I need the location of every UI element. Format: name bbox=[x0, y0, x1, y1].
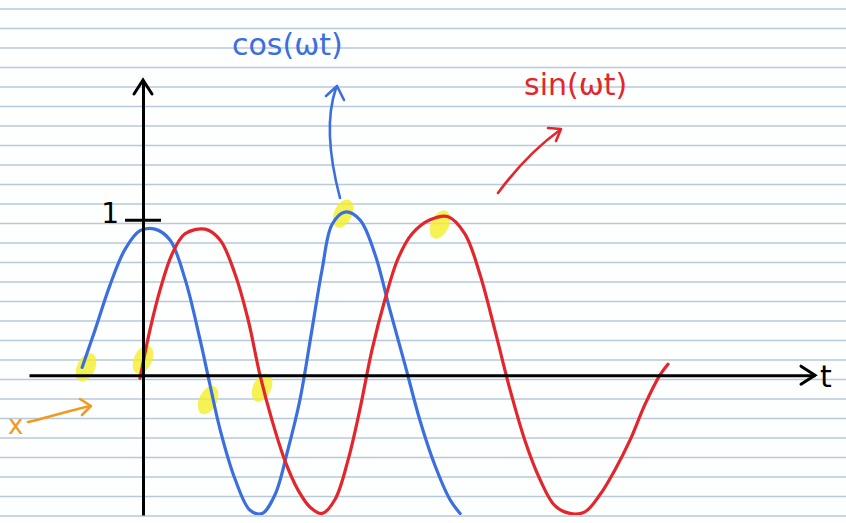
paper-line bbox=[0, 398, 846, 399]
paper-line bbox=[0, 301, 846, 302]
paper-line bbox=[0, 164, 846, 165]
label-arrowhead bbox=[326, 86, 344, 100]
annotation-arrowhead bbox=[80, 399, 91, 415]
paper-line bbox=[0, 47, 846, 48]
annotation-arrow bbox=[28, 406, 90, 422]
paper-line bbox=[0, 8, 846, 9]
paper-line bbox=[0, 320, 846, 321]
paper-line bbox=[0, 496, 846, 497]
x-axis bbox=[30, 375, 816, 376]
series-line bbox=[140, 216, 668, 514]
axes: 1 bbox=[30, 80, 816, 516]
label-arrow bbox=[498, 130, 560, 193]
paper-line bbox=[0, 86, 846, 87]
highlight bbox=[426, 207, 455, 242]
paper-line bbox=[0, 203, 846, 204]
axis-line bbox=[142, 81, 145, 516]
paper-line bbox=[0, 437, 846, 438]
paper-line bbox=[0, 106, 846, 107]
annotation: x bbox=[8, 410, 23, 440]
paper-line bbox=[0, 379, 846, 380]
paper-line bbox=[0, 262, 846, 263]
paper-line bbox=[0, 515, 846, 516]
series-label: sin(ωt) bbox=[524, 67, 627, 102]
series-line bbox=[82, 212, 460, 514]
tick: 1 bbox=[101, 197, 161, 230]
tick-mark bbox=[125, 219, 161, 222]
paper-line bbox=[0, 340, 846, 341]
y-axis: 1 bbox=[101, 81, 161, 516]
paper-line bbox=[0, 281, 846, 282]
axis-line bbox=[30, 374, 816, 377]
axis-arrow bbox=[801, 366, 815, 384]
axis-arrow bbox=[134, 80, 152, 94]
paper-line bbox=[0, 145, 846, 146]
label-arrow bbox=[330, 88, 340, 198]
paper-line bbox=[0, 125, 846, 126]
series-label: cos(ωt) bbox=[232, 27, 343, 62]
label-arrowhead bbox=[548, 128, 561, 141]
chart: 1 t cos(ωt) sin(ωt) x bbox=[0, 0, 846, 523]
paper-line bbox=[0, 476, 846, 477]
paper-line bbox=[0, 418, 846, 419]
highlight bbox=[194, 383, 223, 418]
paper-line bbox=[0, 28, 846, 29]
plot-area bbox=[72, 196, 668, 514]
paper-line bbox=[0, 184, 846, 185]
paper-ground bbox=[0, 0, 846, 523]
paper bbox=[0, 0, 846, 523]
paper-line bbox=[0, 67, 846, 68]
tick-label: 1 bbox=[101, 197, 119, 230]
paper-line bbox=[0, 359, 846, 360]
axis-title: t bbox=[820, 359, 832, 394]
paper-line bbox=[0, 457, 846, 458]
